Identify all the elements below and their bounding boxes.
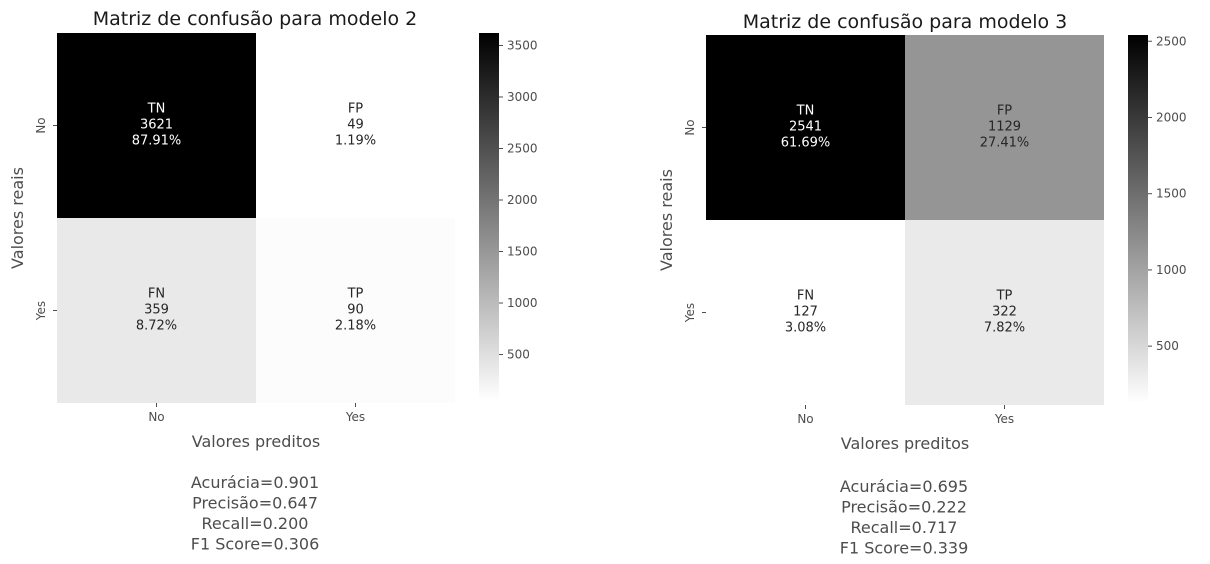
heatmap-cell-tn bbox=[57, 33, 256, 218]
x-axis-label: Valores preditos bbox=[841, 434, 969, 453]
heatmap-cell-fp bbox=[256, 33, 455, 218]
y-axis-label: Valores reais bbox=[8, 167, 27, 269]
colorbar bbox=[479, 33, 499, 401]
colorbar-tick-label: 1500 bbox=[1156, 187, 1187, 201]
cell-label: TN bbox=[147, 102, 166, 117]
x-axis-label: Valores preditos bbox=[192, 432, 320, 451]
heatmap-cell-tp bbox=[905, 220, 1104, 405]
metric-line: Precisão=0.222 bbox=[841, 498, 967, 517]
cell-percent: 1.19% bbox=[335, 134, 376, 149]
chart-title: Matriz de confusão para modelo 3 bbox=[743, 11, 1068, 33]
y-axis-label: Valores reais bbox=[657, 169, 676, 271]
metric-line: Recall=0.717 bbox=[851, 518, 958, 537]
cell-count: 127 bbox=[793, 305, 818, 320]
metric-line: F1 Score=0.339 bbox=[840, 539, 969, 558]
cell-count: 2541 bbox=[789, 120, 822, 135]
heatmap-cell-tn bbox=[706, 35, 905, 220]
y-tick-label: Yes bbox=[683, 303, 697, 323]
colorbar-tick-label: 3000 bbox=[507, 90, 538, 104]
chart-title: Matriz de confusão para modelo 2 bbox=[93, 8, 418, 30]
colorbar-tick-label: 2000 bbox=[507, 193, 538, 207]
colorbar-tick-label: 2500 bbox=[507, 141, 538, 155]
cell-percent: 27.41% bbox=[980, 136, 1030, 151]
x-tick-label: No bbox=[797, 412, 813, 426]
metric-line: Recall=0.200 bbox=[202, 514, 309, 533]
cell-count: 90 bbox=[347, 303, 364, 318]
colorbar-tick-label: 1000 bbox=[507, 296, 538, 310]
colorbar bbox=[1128, 35, 1148, 403]
y-tick-label: No bbox=[34, 117, 48, 133]
cell-percent: 8.72% bbox=[136, 319, 177, 334]
cell-label: TP bbox=[347, 287, 364, 302]
metric-line: Acurácia=0.695 bbox=[840, 477, 968, 496]
cell-label: TN bbox=[796, 104, 815, 119]
x-tick-label: Yes bbox=[994, 412, 1014, 426]
chart-panel-2: Matriz de confusão para modelo 2 TN362187… bbox=[8, 8, 538, 554]
heatmap-cell-fp bbox=[905, 35, 1104, 220]
cell-percent: 3.08% bbox=[785, 321, 826, 336]
cell-label: FN bbox=[797, 289, 814, 304]
cell-percent: 7.82% bbox=[984, 321, 1025, 336]
heatmap-cell-fn bbox=[706, 220, 905, 405]
metric-line: Precisão=0.647 bbox=[192, 494, 318, 513]
colorbar-tick-label: 500 bbox=[1156, 339, 1179, 353]
cell-label: TP bbox=[996, 289, 1013, 304]
y-tick-label: Yes bbox=[34, 301, 48, 321]
colorbar-tick-label: 2000 bbox=[1156, 110, 1187, 124]
metric-line: F1 Score=0.306 bbox=[191, 535, 320, 554]
colorbar-tick-label: 1500 bbox=[507, 245, 538, 259]
colorbar-tick-label: 500 bbox=[507, 348, 530, 362]
y-tick-label: No bbox=[683, 119, 697, 135]
colorbar-tick-label: 1000 bbox=[1156, 263, 1187, 277]
chart-panel-3: Matriz de confusão para modelo 3 TN254161… bbox=[657, 11, 1187, 558]
cell-count: 49 bbox=[347, 118, 364, 133]
cell-label: FP bbox=[997, 104, 1012, 119]
cell-label: FP bbox=[348, 102, 363, 117]
x-tick-label: Yes bbox=[345, 410, 365, 424]
colorbar-tick-label: 2500 bbox=[1156, 34, 1187, 48]
colorbar-tick-label: 3500 bbox=[507, 38, 538, 52]
cell-count: 3621 bbox=[140, 118, 173, 133]
cell-count: 359 bbox=[144, 303, 169, 318]
cell-percent: 2.18% bbox=[335, 319, 376, 334]
cell-percent: 61.69% bbox=[781, 136, 831, 151]
cell-label: FN bbox=[148, 287, 165, 302]
cell-percent: 87.91% bbox=[132, 134, 182, 149]
cell-count: 322 bbox=[992, 305, 1017, 320]
heatmap-cell-tp bbox=[256, 218, 455, 403]
metric-line: Acurácia=0.901 bbox=[191, 473, 319, 492]
cell-count: 1129 bbox=[988, 120, 1021, 135]
x-tick-label: No bbox=[148, 410, 164, 424]
heatmap-cell-fn bbox=[57, 218, 256, 403]
